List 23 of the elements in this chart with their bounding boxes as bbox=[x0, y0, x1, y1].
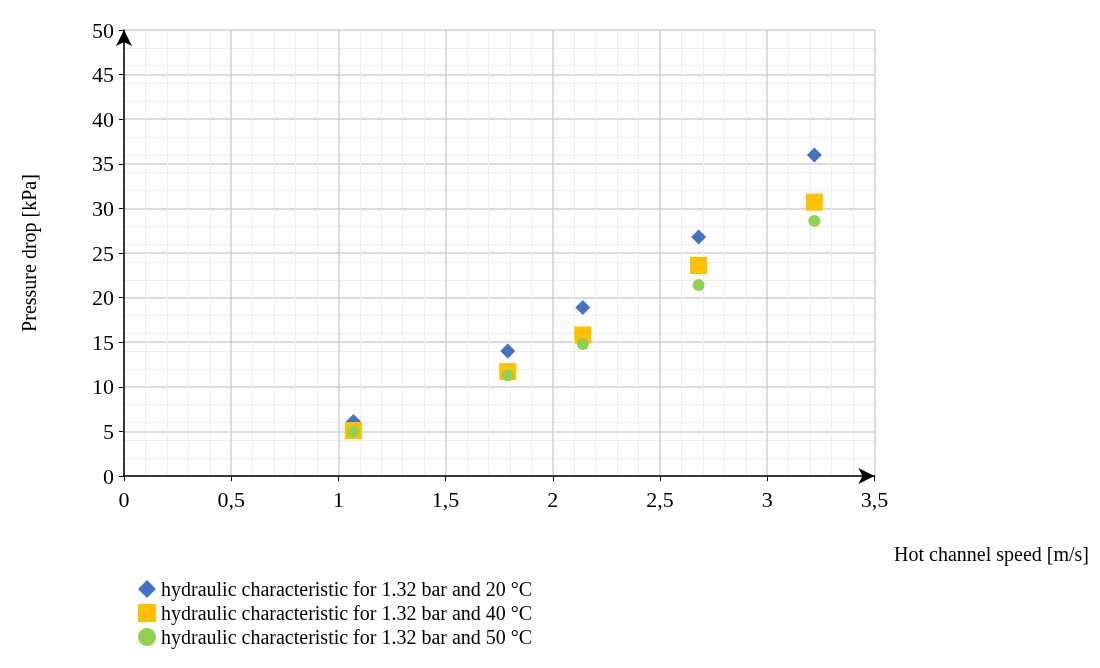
y-tick-label: 15 bbox=[92, 329, 114, 355]
legend-label: hydraulic characteristic for 1.32 bar and 20 °C bbox=[161, 578, 533, 601]
y-tick-label: 45 bbox=[92, 62, 114, 88]
y-tick-label: 10 bbox=[92, 374, 114, 400]
y-tick-label: 25 bbox=[92, 240, 114, 266]
y-tick-label: 30 bbox=[92, 195, 114, 221]
y-tick-label: 20 bbox=[92, 285, 114, 311]
y-tick-label: 50 bbox=[92, 17, 114, 43]
legend-label: hydraulic characteristic for 1.32 bar and 40 °C bbox=[161, 602, 533, 625]
x-tick-label: 0,5 bbox=[217, 486, 245, 512]
y-tick-label: 0 bbox=[103, 463, 114, 489]
legend-label: hydraulic characteristic for 1.32 bar and 50 °C bbox=[161, 626, 533, 649]
x-tick-label: 3,5 bbox=[860, 486, 889, 512]
y-axis-title: Pressure drop [kPa] bbox=[18, 174, 41, 332]
x-tick-label: 2 bbox=[547, 486, 559, 512]
x-tick-label: 3 bbox=[761, 486, 773, 512]
x-tick-label: 1,5 bbox=[431, 486, 460, 512]
x-tick-label: 1 bbox=[332, 486, 344, 512]
y-tick-label: 5 bbox=[103, 418, 114, 444]
x-axis-title: Hot channel speed [m/s] bbox=[894, 543, 1090, 566]
y-tick-label: 35 bbox=[92, 151, 114, 177]
y-tick-label: 40 bbox=[92, 106, 114, 132]
x-tick-label: 2,5 bbox=[646, 486, 674, 512]
